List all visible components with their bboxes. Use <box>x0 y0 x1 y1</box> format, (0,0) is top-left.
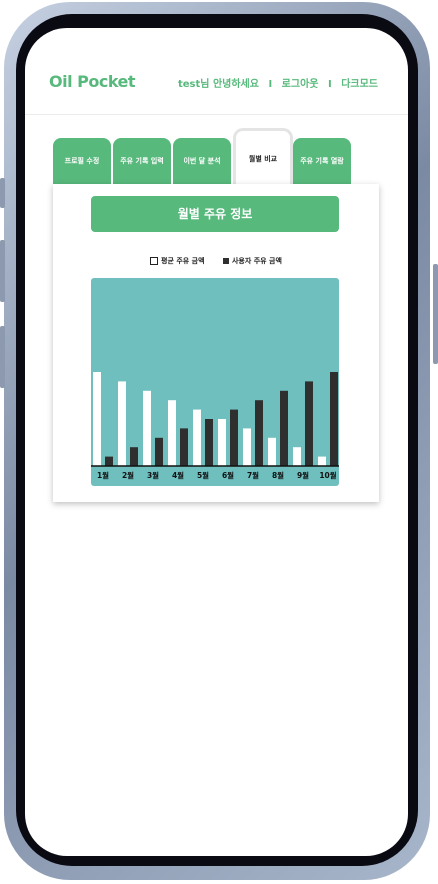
legend-item-average[interactable]: 평균 주유 금액 <box>150 256 205 266</box>
tab-monthly-comparison[interactable]: 월별 비교 <box>233 128 293 184</box>
chart-background <box>91 278 339 486</box>
legend-label-user: 사용자 주유 금액 <box>231 257 282 265</box>
nav-separator: I <box>268 79 273 90</box>
bar-average-9[interactable] <box>293 447 301 466</box>
x-tick-label: 7월 <box>247 470 259 480</box>
tab-monthly-analysis[interactable]: 이번 달 분석 <box>173 138 231 184</box>
chart-legend: 평균 주유 금액 사용자 주유 금액 <box>53 256 379 266</box>
bar-average-6[interactable] <box>218 419 226 466</box>
bar-user-1[interactable] <box>105 456 113 466</box>
bar-user-4[interactable] <box>180 428 188 466</box>
bar-user-10[interactable] <box>330 372 338 466</box>
legend-swatch-average <box>150 257 159 265</box>
volume-down-button <box>0 326 5 388</box>
bar-average-2[interactable] <box>118 381 126 466</box>
nav-separator: I <box>327 79 332 90</box>
bar-average-7[interactable] <box>243 428 251 466</box>
bar-user-5[interactable] <box>205 419 213 466</box>
app-header: Oil Pocket test님 안녕하세요 I 로그아웃 I 다크모드 <box>25 28 408 115</box>
tab-fuel-record-view[interactable]: 주유 기록 열람 <box>293 138 351 184</box>
greeting-text: test님 안녕하세요 <box>177 79 259 90</box>
bar-user-2[interactable] <box>130 447 138 466</box>
silent-switch <box>0 178 5 208</box>
logout-link[interactable]: 로그아웃 <box>281 79 319 90</box>
bar-user-9[interactable] <box>305 381 313 466</box>
header-nav: test님 안녕하세요 I 로그아웃 I 다크모드 <box>176 75 380 90</box>
card-title: 월별 주유 정보 <box>91 196 339 232</box>
x-tick-label: 1월 <box>97 470 109 480</box>
x-tick-label: 10월 <box>319 470 336 480</box>
legend-label-average: 평균 주유 금액 <box>161 257 205 265</box>
bar-chart-svg: 1월 2월 3월 4월 5월 6월 7월 8월 9월 10월 <box>91 278 339 486</box>
brand-logo[interactable]: Oil Pocket <box>49 72 136 91</box>
legend-item-user[interactable]: 사용자 주유 금액 <box>222 256 282 266</box>
bar-average-8[interactable] <box>268 437 276 466</box>
bar-average-5[interactable] <box>193 409 201 466</box>
tab-bar: 프로필 수정 주유 기록 입력 이번 달 분석 월별 비교 주유 기록 열람 <box>53 128 353 184</box>
x-tick-label: 2월 <box>122 470 134 480</box>
x-tick-label: 6월 <box>222 470 234 480</box>
screen: Oil Pocket test님 안녕하세요 I 로그아웃 I 다크모드 프로필… <box>25 28 408 856</box>
bar-user-7[interactable] <box>255 400 263 466</box>
x-tick-label: 9월 <box>297 470 309 480</box>
tab-fuel-record-input[interactable]: 주유 기록 입력 <box>113 138 171 184</box>
power-button <box>433 264 438 364</box>
bar-average-1[interactable] <box>93 372 101 466</box>
bar-average-10[interactable] <box>318 456 326 466</box>
x-tick-label: 4월 <box>172 470 184 480</box>
monthly-comparison-card: 월별 주유 정보 평균 주유 금액 사용자 주유 금액 1월 2월 3월 4월 5월 6월… <box>53 184 379 502</box>
dark-mode-toggle[interactable]: 다크모드 <box>341 79 378 90</box>
bar-user-3[interactable] <box>155 437 163 466</box>
x-tick-label: 3월 <box>147 470 159 480</box>
legend-swatch-user <box>222 258 229 264</box>
bar-chart: 1월 2월 3월 4월 5월 6월 7월 8월 9월 10월 <box>91 278 339 486</box>
bar-average-3[interactable] <box>143 390 151 466</box>
bar-user-6[interactable] <box>230 409 238 466</box>
bar-average-4[interactable] <box>168 400 176 466</box>
tab-profile-edit[interactable]: 프로필 수정 <box>53 138 111 184</box>
x-tick-label: 8월 <box>272 470 284 480</box>
volume-up-button <box>0 240 5 302</box>
x-tick-label: 5월 <box>197 470 209 480</box>
bar-user-8[interactable] <box>280 390 288 466</box>
